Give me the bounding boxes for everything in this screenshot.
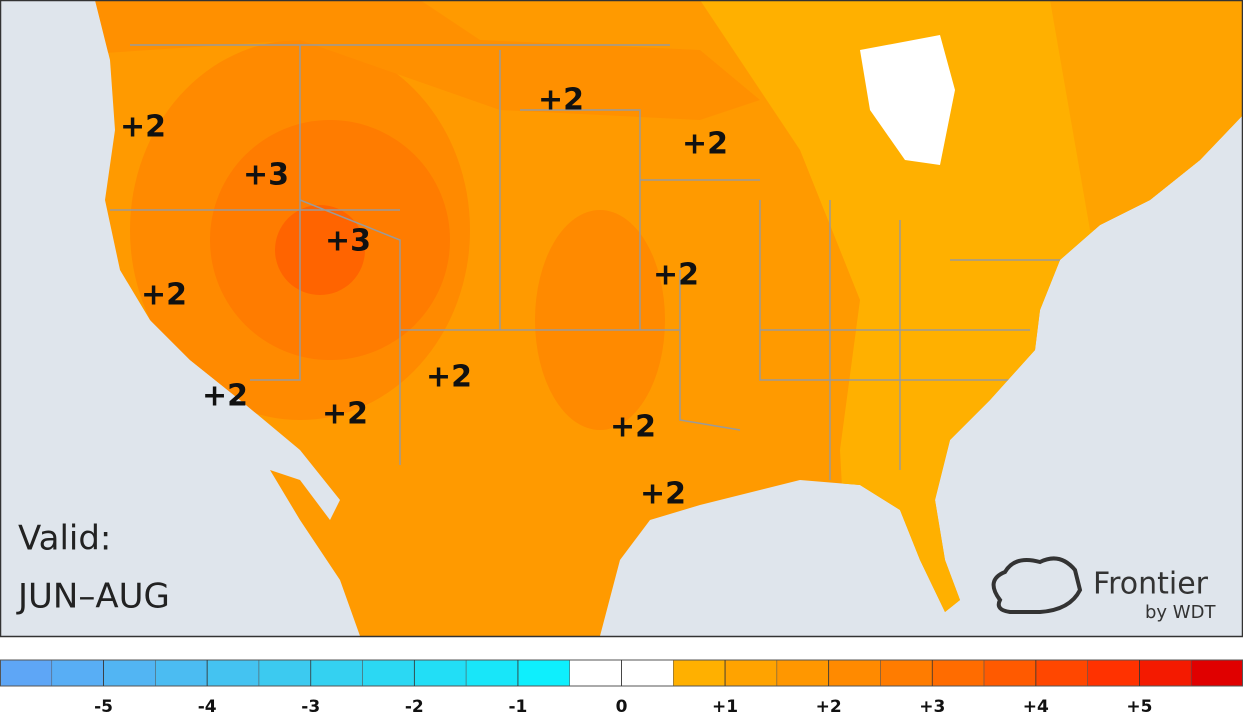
- legend-swatch: [1190, 659, 1243, 687]
- legend-swatch: [465, 659, 519, 687]
- valid-label: Valid:: [18, 519, 111, 559]
- legend-swatch: [103, 659, 156, 687]
- anomaly-label: +2: [120, 110, 166, 145]
- brand-sub: by WDT: [1145, 602, 1216, 623]
- anomaly-label: +2: [202, 379, 248, 414]
- anomaly-label: +3: [243, 158, 289, 193]
- anomaly-label: +2: [426, 360, 472, 395]
- legend-tick-label: -5: [94, 697, 113, 717]
- legend-swatch: [414, 659, 467, 687]
- legend-swatch: [983, 659, 1037, 687]
- legend-swatch: [880, 659, 933, 687]
- anomaly-label: +2: [610, 410, 656, 445]
- valid-period: JUN–AUG: [16, 577, 170, 617]
- legend-tick-label: +1: [712, 697, 738, 717]
- legend-tick-label: -3: [301, 697, 320, 717]
- legend-swatch: [621, 659, 674, 687]
- legend-swatch: [155, 659, 208, 687]
- logo: Frontier by WDT: [991, 556, 1216, 623]
- legend-swatch: [724, 659, 778, 687]
- legend-swatch: [51, 659, 104, 687]
- anomaly-label: +2: [322, 397, 368, 432]
- anomaly-label: +2: [682, 127, 728, 162]
- anomaly-label: +2: [653, 258, 699, 293]
- legend: -5 -4 -3 -2 -1 0 +1 +2 +3 +4 +5: [0, 659, 1243, 717]
- legend-swatch: [362, 659, 415, 687]
- legend-tick-label: -2: [405, 697, 424, 717]
- legend-tick-label: -4: [198, 697, 217, 717]
- legend-tick-label: +5: [1126, 697, 1152, 717]
- legend-swatch: [1139, 659, 1192, 687]
- anomaly-label: +2: [640, 477, 686, 512]
- legend-swatch: [828, 659, 881, 687]
- legend-swatch: [932, 659, 985, 687]
- legend-tick-label: -1: [508, 697, 527, 717]
- brand: Frontier: [1093, 567, 1209, 602]
- legend-swatch: [310, 659, 363, 687]
- anomaly-label: +2: [538, 83, 584, 118]
- legend-swatch: [1087, 659, 1140, 687]
- legend-swatch: [673, 659, 726, 687]
- anomaly-label: +3: [325, 224, 371, 259]
- legend-swatch: [258, 659, 312, 687]
- legend-swatch: [1035, 659, 1088, 687]
- legend-tick-label: 0: [616, 697, 628, 717]
- legend-swatch: [569, 659, 622, 687]
- legend-swatch: [517, 659, 570, 687]
- legend-tick-label: +4: [1023, 697, 1049, 717]
- legend-swatch: [206, 659, 260, 687]
- anomaly-label: +2: [141, 278, 187, 313]
- legend-swatch: [776, 659, 829, 687]
- legend-tick-label: +2: [816, 697, 842, 717]
- legend-swatch: [0, 659, 53, 687]
- legend-tick-label: +3: [919, 697, 945, 717]
- logo-icon: [991, 556, 1083, 614]
